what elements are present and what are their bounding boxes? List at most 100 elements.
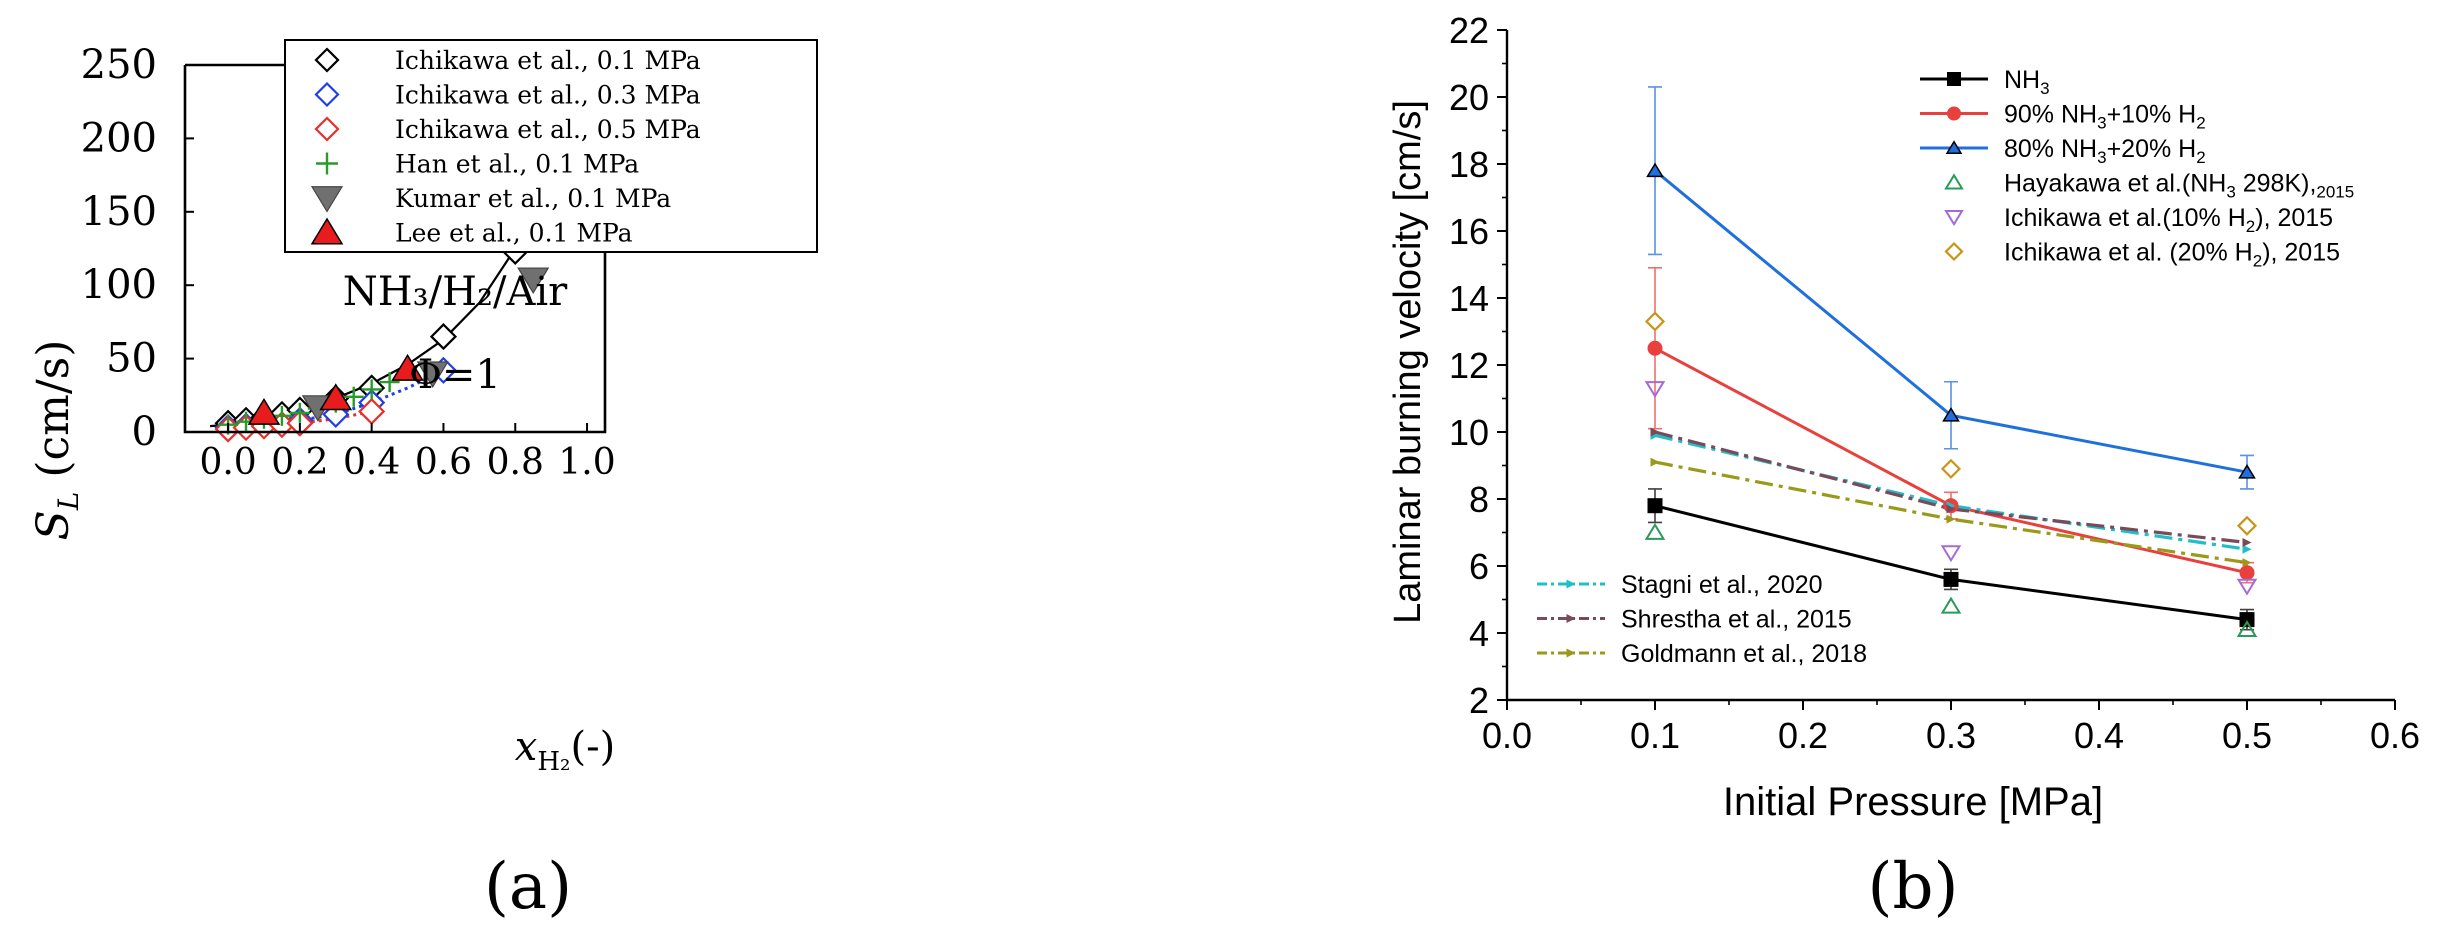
panel-a-ytick-label-4: 200 bbox=[81, 115, 157, 161]
panel-b-ytick-label-4: 10 bbox=[1449, 412, 1489, 453]
panel-b-series-5 bbox=[1644, 311, 2258, 536]
panel-b-xtick-label-6: 0.6 bbox=[2370, 715, 2420, 756]
panel-b-point-2-0 bbox=[1646, 162, 1664, 178]
panel-a-xlabel-sub: H₂ bbox=[537, 747, 570, 777]
panel-b-legend-marker-7 bbox=[1566, 614, 1576, 623]
panel-b-ytick-label-6: 14 bbox=[1449, 278, 1489, 319]
panel-a-ylabel-main: S bbox=[28, 510, 79, 540]
panel-a-point-5-2 bbox=[391, 353, 424, 381]
panel-b-series-4 bbox=[1644, 381, 2258, 596]
panel-a-legend-label-4: Kumar et al., 0.1 MPa bbox=[395, 184, 671, 213]
panel-b-legend-label-3: Hayakawa et al.(NH3 298K),2015 bbox=[2004, 170, 2354, 202]
panel-a-legend-marker-0 bbox=[314, 47, 340, 73]
panel-a-point-4-2 bbox=[517, 267, 550, 294]
panel-b-xtick-label-3: 0.3 bbox=[1926, 715, 1976, 756]
panel-a-ylabel-tail: (cm/s) bbox=[28, 340, 79, 492]
panel-b-legend-marker-3 bbox=[1944, 173, 1964, 190]
panel-a-point-0-7 bbox=[429, 323, 458, 351]
panel-a-legend-marker-2 bbox=[314, 116, 340, 142]
panel-a-xtick-label-4: 0.8 bbox=[487, 442, 544, 483]
panel-b-point-4-2 bbox=[2236, 578, 2258, 596]
panel-a-xtick-label-1: 0.2 bbox=[271, 442, 328, 483]
panel-b-point-1-2 bbox=[2239, 565, 2255, 581]
panel-b-legend-marker-1 bbox=[1947, 106, 1961, 121]
panel-a-xtick-label-2: 0.4 bbox=[343, 442, 400, 483]
panel-a-legend-label-5: Lee et al., 0.1 MPa bbox=[395, 219, 633, 248]
panel-b-point-3-1 bbox=[1940, 596, 1962, 614]
panel-b-x-axis-label: Initial Pressure [MPa] bbox=[1723, 780, 2103, 824]
panel-a-legend-label-2: Ichikawa et al., 0.5 MPa bbox=[395, 115, 701, 144]
panel-a-label: (a) bbox=[484, 850, 572, 924]
panel-b-legend-label-8: Goldmann et al., 2018 bbox=[1621, 640, 1867, 668]
panel-b-point-3-2 bbox=[2236, 620, 2258, 638]
panel-b-xtick-label-0: 0.0 bbox=[1482, 715, 1532, 756]
panel-b-legend-label-5: Ichikawa et al. (20% H2), 2015 bbox=[2004, 239, 2340, 271]
panel-a-point-3-7 bbox=[343, 386, 364, 407]
panel-b-legend-label-6: Stagni et al., 2020 bbox=[1621, 571, 1823, 599]
panel-a-legend-marker-3 bbox=[316, 152, 338, 175]
panel-b-legend-label-1: 90% NH3+10% H2 bbox=[2004, 101, 2206, 133]
panel-a-legend-box bbox=[284, 39, 818, 253]
panel-a-annotation-phi: Φ=1 bbox=[409, 352, 501, 398]
panel-b-ytick-label-5: 12 bbox=[1449, 345, 1489, 386]
panel-a-point-5-0 bbox=[247, 397, 281, 425]
panel-a-legend-label-0: Ichikawa et al., 0.1 MPa bbox=[395, 46, 701, 75]
panel-a-legend: Ichikawa et al., 0.1 MPa Ichikawa et al.,… bbox=[284, 39, 818, 253]
panel-a-ytick-label-0: 0 bbox=[132, 409, 157, 455]
panel-a-point-3-9 bbox=[379, 372, 400, 393]
panel-b-xtick-label-4: 0.4 bbox=[2074, 715, 2124, 756]
panel-b-legend-marker-0 bbox=[1947, 72, 1961, 86]
panel-a-ytick-label-1: 50 bbox=[106, 336, 157, 382]
panel-a-xlabel-tail: (-) bbox=[570, 724, 615, 770]
panel-b-point-7-1 bbox=[1946, 504, 1956, 514]
panel-a-annotation-mixture: NH₃/H₂/Air bbox=[343, 269, 568, 315]
panel-b-point-4-1 bbox=[1940, 545, 1962, 563]
panel-b-series-3 bbox=[1644, 522, 2258, 638]
panel-a-point-3-4 bbox=[289, 402, 310, 423]
panel-b-point-7-2 bbox=[2242, 538, 2252, 548]
panel-b-label: (b) bbox=[1868, 850, 1959, 924]
panel-a-ytick-label-2: 100 bbox=[81, 262, 157, 308]
panel-a-ytick-label-5: 250 bbox=[81, 42, 157, 88]
panel-b-point-1-0 bbox=[1647, 340, 1663, 356]
panel-b-legend-label-4: Ichikawa et al.(10% H2), 2015 bbox=[2004, 204, 2333, 236]
panel-b-point-5-0 bbox=[1644, 311, 1666, 332]
panel-a-ytick-label-3: 150 bbox=[81, 189, 157, 235]
panel-b-ytick-label-2: 6 bbox=[1469, 546, 1489, 587]
panel-b-point-6-2 bbox=[2242, 544, 2252, 554]
panel-b-legend-label-7: Shrestha et al., 2015 bbox=[1621, 606, 1852, 634]
panel-b-ytick-label-10: 22 bbox=[1449, 10, 1489, 51]
panel-b-xtick-label-1: 0.1 bbox=[1630, 715, 1680, 756]
panel-b-ytick-label-3: 8 bbox=[1469, 479, 1489, 520]
panel-b-legend-label-0: NH3 bbox=[2004, 66, 2050, 98]
panel-a-legend-label-3: Han et al., 0.1 MPa bbox=[395, 150, 639, 179]
panel-b-ytick-label-0: 2 bbox=[1469, 680, 1489, 721]
panel-a-axes: 0.0 0.2 0.4 0.6 0.8 1.0 0 50 100 150 200 250 bbox=[81, 42, 616, 483]
panel-b-point-0-2 bbox=[2239, 612, 2255, 628]
panel-b-series-2 bbox=[1646, 86, 2256, 490]
panel-b-point-2-2 bbox=[2238, 464, 2256, 479]
panel-a-ylabel-sub: L bbox=[52, 492, 85, 512]
panel-b-point-0-0 bbox=[1647, 498, 1663, 514]
panel-a-point-4-1 bbox=[416, 361, 449, 388]
panel-b-point-3-0 bbox=[1644, 522, 1666, 540]
panel-b-ytick-label-8: 18 bbox=[1449, 144, 1489, 185]
panel-b-point-8-0 bbox=[1650, 457, 1660, 467]
panel-b-xtick-label-2: 0.2 bbox=[1778, 715, 1828, 756]
panel-b-point-2-1 bbox=[1942, 407, 1960, 422]
panel-b-marks bbox=[1644, 86, 2258, 638]
panel-b-chart: 0.0 0.1 0.2 0.3 0.4 0.5 0.6246810121416182022 … bbox=[1387, 10, 2420, 924]
panel-b-series-line-6 bbox=[1654, 433, 2248, 551]
panel-b-axes: 0.0 0.1 0.2 0.3 0.4 0.5 0.6 2 4 6 8 10 12 14 16 18 20 22 bbox=[1449, 10, 2420, 756]
panel-a-legend-marker-5 bbox=[310, 217, 344, 245]
panel-a-x-axis-label: xH₂(-) bbox=[515, 724, 615, 777]
panel-a-y-axis-label: SL (cm/s) bbox=[28, 340, 85, 541]
panel-b-point-0-1 bbox=[1943, 571, 1959, 587]
panel-a-legend-marker-4 bbox=[310, 186, 344, 213]
panel-a-xtick-label-5: 1.0 bbox=[558, 442, 615, 483]
panel-b-series-8 bbox=[1650, 457, 2252, 568]
panel-b-ytick-label-9: 20 bbox=[1449, 77, 1489, 118]
panel-a-point-3-8 bbox=[361, 379, 382, 400]
panel-b-legend-marker-8 bbox=[1566, 648, 1576, 658]
